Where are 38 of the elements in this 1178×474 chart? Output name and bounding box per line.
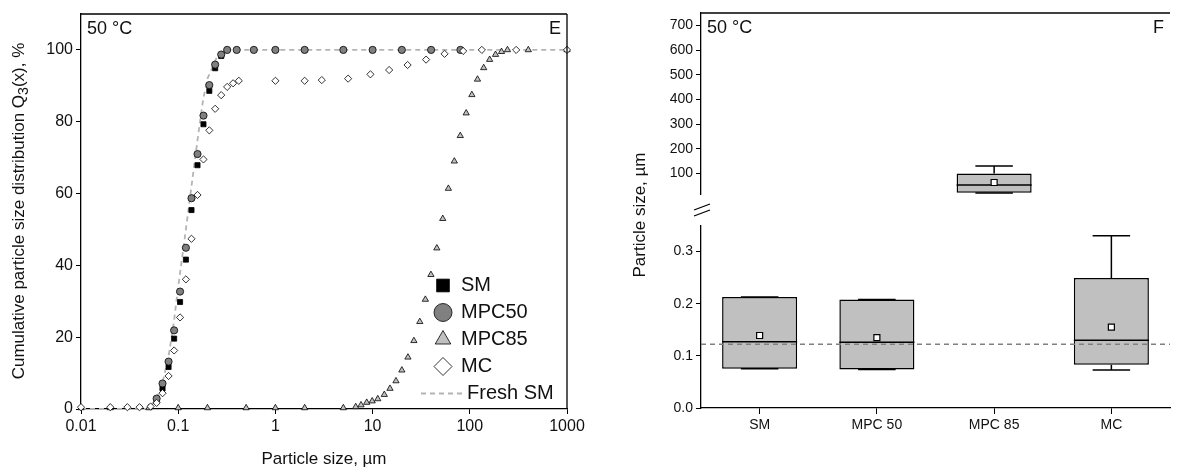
annotation: E	[548, 17, 561, 38]
y-tick-label: 100	[46, 40, 74, 58]
legend-label: MPC50	[461, 300, 528, 323]
y-tick-label: 700	[669, 16, 694, 33]
x-tick-label: 1	[270, 417, 280, 435]
y-tick-label: 500	[669, 65, 694, 82]
x-tick-label: 10	[363, 417, 382, 435]
legend-label: MPC85	[461, 327, 528, 350]
x-tick-label: 0.01	[65, 417, 97, 435]
y-tick-label: 0.0	[673, 398, 694, 415]
x-axis-title: Particle size, µm	[261, 449, 387, 469]
x-tick-label: 100	[456, 417, 484, 435]
y-tick-label: 60	[55, 183, 74, 201]
x-tick-label: 0.1	[167, 417, 190, 435]
y-tick-label: 300	[669, 115, 694, 132]
x-tick-label: MPC 50	[851, 416, 903, 433]
legend-label: MC	[461, 354, 493, 377]
y-tick-label: 0.3	[673, 242, 694, 259]
x-tick-label: 1000	[549, 417, 585, 435]
y-tick-label: 20	[55, 327, 74, 345]
y-tick-label: 100	[669, 164, 694, 181]
annotation: 50 °C	[707, 16, 753, 37]
y-tick-label: 0.2	[673, 294, 694, 311]
legend-label: Fresh SM	[467, 381, 554, 404]
x-tick-label: SM	[749, 416, 771, 433]
y-tick-label: 0.1	[673, 346, 694, 363]
y-tick-label: 600	[669, 40, 694, 57]
y-tick-label: 80	[55, 112, 74, 130]
annotation: F	[1153, 16, 1164, 37]
annotation: 50 °C	[87, 17, 133, 38]
x-tick-label: MC	[1100, 416, 1123, 433]
y-tick-label: 40	[55, 255, 74, 273]
y-tick-label: 200	[669, 139, 694, 156]
y-tick-label: 0	[64, 399, 74, 417]
y-tick-label: 400	[669, 90, 694, 107]
y-axis-title: Particle size, µm	[630, 152, 650, 278]
legend-label: SM	[461, 273, 491, 296]
x-tick-label: MPC 85	[968, 416, 1020, 433]
